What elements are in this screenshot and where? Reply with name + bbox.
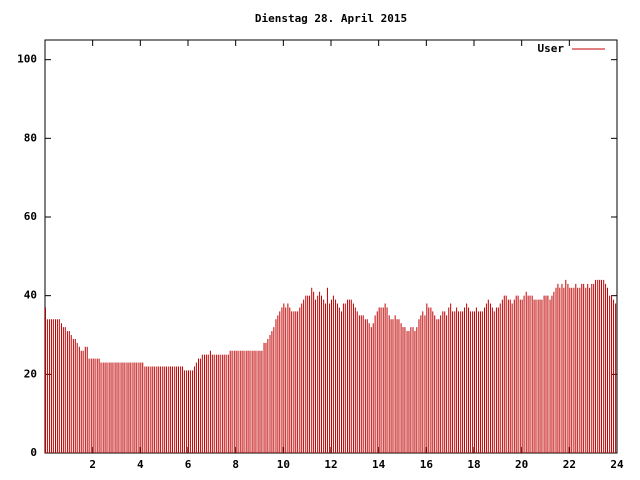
y-tick-label: 80 xyxy=(24,131,37,144)
x-tick-label: 18 xyxy=(467,458,480,471)
y-tick-label: 40 xyxy=(24,289,37,302)
x-tick-label: 8 xyxy=(232,458,239,471)
x-tick-label: 16 xyxy=(420,458,434,471)
x-tick-label: 6 xyxy=(185,458,192,471)
x-tick-label: 24 xyxy=(610,458,624,471)
y-tick-label: 60 xyxy=(24,210,37,223)
y-tick-label: 0 xyxy=(30,446,37,459)
chart-title: Dienstag 28. April 2015 xyxy=(255,12,407,25)
x-tick-label: 12 xyxy=(324,458,337,471)
x-tick-label: 10 xyxy=(277,458,290,471)
x-tick-label: 20 xyxy=(515,458,528,471)
y-tick-label: 20 xyxy=(24,367,37,380)
x-tick-label: 14 xyxy=(372,458,386,471)
legend-label: User xyxy=(538,42,565,55)
x-tick-label: 2 xyxy=(89,458,96,471)
y-tick-label: 100 xyxy=(17,53,37,66)
x-tick-label: 4 xyxy=(137,458,144,471)
x-tick-label: 22 xyxy=(563,458,576,471)
